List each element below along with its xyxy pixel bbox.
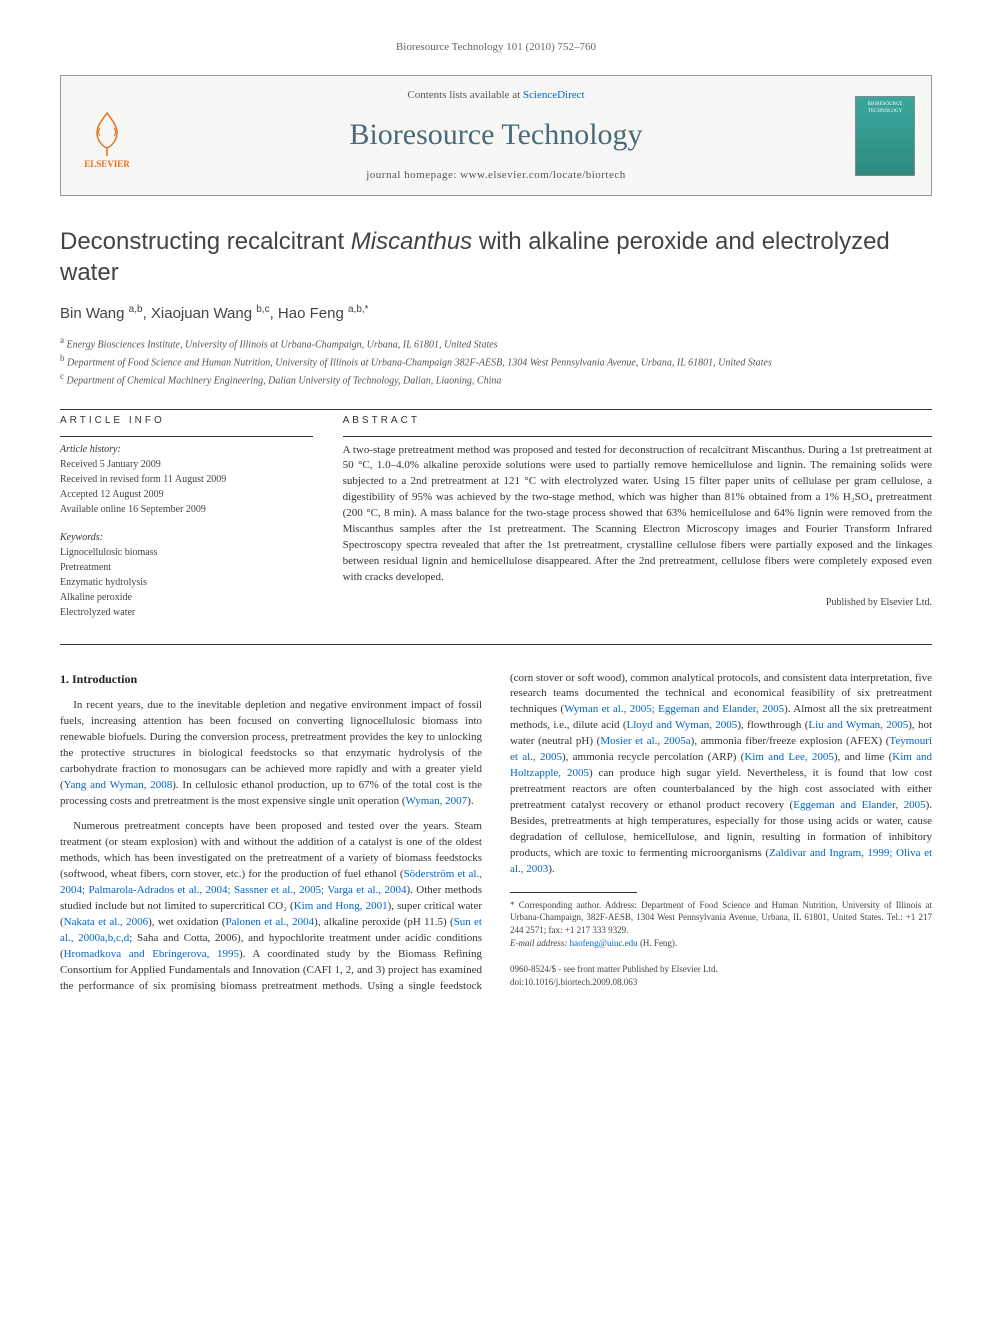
article-body: 1. Introduction In recent years, due to …	[60, 671, 932, 995]
article-info-block: ARTICLE INFO Article history: Received 5…	[60, 414, 313, 620]
paragraph: In recent years, due to the inevitable d…	[60, 698, 482, 810]
divider	[60, 409, 932, 410]
keyword-item: Pretreatment	[60, 560, 313, 575]
tree-icon	[82, 108, 132, 158]
journal-masthead: ELSEVIER Contents lists available at Sci…	[60, 75, 932, 196]
citation-link[interactable]: Lloyd and Wyman, 2005	[627, 719, 738, 731]
history-label: Article history:	[60, 443, 313, 457]
citation-link[interactable]: Yang and Wyman, 2008	[64, 779, 173, 791]
contents-available: Contents lists available at ScienceDirec…	[153, 88, 839, 103]
history-item: Received 5 January 2009	[60, 457, 313, 472]
divider	[60, 644, 932, 645]
email-line: E-mail address: haofeng@uiuc.edu (H. Fen…	[510, 937, 932, 950]
citation-link[interactable]: Mosier et al., 2005a	[600, 735, 690, 747]
affiliation: a Energy Biosciences Institute, Universi…	[60, 334, 932, 352]
footnotes: * Corresponding author. Address: Departm…	[510, 892, 932, 949]
author-list: Bin Wang a,b, Xiaojuan Wang b,c, Hao Fen…	[60, 303, 932, 324]
affiliation: b Department of Food Science and Human N…	[60, 352, 932, 370]
running-head: Bioresource Technology 101 (2010) 752–76…	[60, 40, 932, 55]
published-by: Published by Elsevier Ltd.	[343, 596, 932, 610]
citation-link[interactable]: Hromadkova and Ebringerova, 1995	[64, 948, 239, 960]
citation-link[interactable]: Liu and Wyman, 2005	[808, 719, 908, 731]
citation-link[interactable]: Wyman et al., 2005; Eggeman and Elander,…	[564, 703, 784, 715]
history-item: Accepted 12 August 2009	[60, 487, 313, 502]
citation-link[interactable]: Kim and Lee, 2005	[744, 751, 834, 763]
section-heading-intro: 1. Introduction	[60, 671, 482, 688]
doi-block: 0960-8524/$ - see front matter Published…	[510, 963, 932, 988]
journal-homepage: journal homepage: www.elsevier.com/locat…	[153, 168, 839, 183]
citation-link[interactable]: Nakata et al., 2006	[64, 916, 148, 928]
citation-link[interactable]: Kim and Hong, 2001	[294, 900, 388, 912]
corresponding-author-note: * Corresponding author. Address: Departm…	[510, 899, 932, 937]
journal-name: Bioresource Technology	[153, 114, 839, 156]
keyword-item: Lignocellulosic biomass	[60, 545, 313, 560]
email-link[interactable]: haofeng@uiuc.edu	[570, 938, 638, 948]
sciencedirect-link[interactable]: ScienceDirect	[523, 89, 585, 101]
front-matter-line: 0960-8524/$ - see front matter Published…	[510, 963, 932, 976]
abstract-text: A two-stage pretreatment method was prop…	[343, 443, 932, 586]
history-item: Received in revised form 11 August 2009	[60, 472, 313, 487]
citation-link[interactable]: Wyman, 2007	[406, 795, 468, 807]
citation-link[interactable]: Palonen et al., 2004	[225, 916, 314, 928]
article-title: Deconstructing recalcitrant Miscanthus w…	[60, 226, 932, 288]
doi-line: doi:10.1016/j.biortech.2009.08.063	[510, 976, 932, 989]
citation-link[interactable]: Eggeman and Elander, 2005	[793, 799, 925, 811]
affiliations: a Energy Biosciences Institute, Universi…	[60, 334, 932, 389]
journal-cover-thumbnail: BIORESOURCE TECHNOLOGY	[855, 96, 915, 176]
affiliation: c Department of Chemical Machinery Engin…	[60, 370, 932, 388]
keyword-item: Enzymatic hydrolysis	[60, 575, 313, 590]
abstract-block: ABSTRACT A two-stage pretreatment method…	[343, 414, 932, 620]
history-item: Available online 16 September 2009	[60, 502, 313, 517]
keyword-item: Alkaline peroxide	[60, 590, 313, 605]
article-info-heading: ARTICLE INFO	[60, 414, 313, 428]
keywords-label: Keywords:	[60, 531, 313, 545]
elsevier-logo: ELSEVIER	[77, 101, 137, 171]
keyword-item: Electrolyzed water	[60, 605, 313, 620]
abstract-heading: ABSTRACT	[343, 414, 932, 428]
